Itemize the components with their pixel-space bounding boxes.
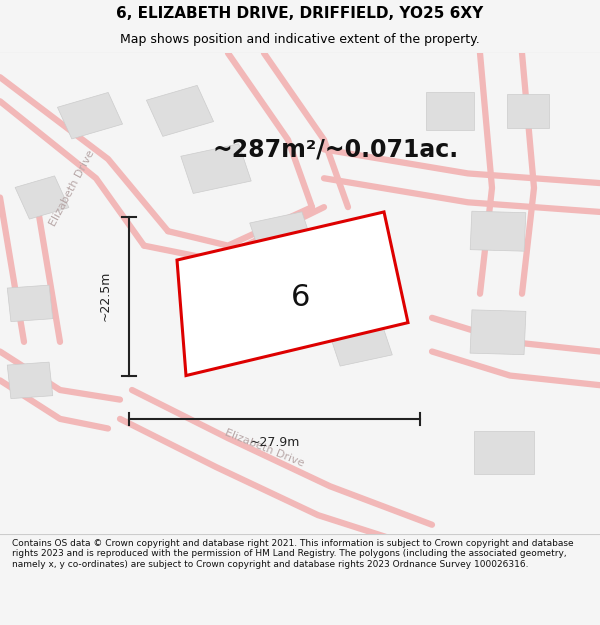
Text: Elizabeth Drive: Elizabeth Drive [223, 428, 305, 468]
Polygon shape [7, 362, 53, 399]
Polygon shape [181, 144, 251, 194]
Text: Contains OS data © Crown copyright and database right 2021. This information is : Contains OS data © Crown copyright and d… [12, 539, 574, 569]
Text: ~287m²/~0.071ac.: ~287m²/~0.071ac. [213, 138, 459, 161]
Polygon shape [250, 212, 314, 260]
Polygon shape [474, 431, 534, 474]
Text: ~27.9m: ~27.9m [250, 436, 299, 449]
Text: ~22.5m: ~22.5m [98, 271, 112, 321]
Text: Elizabeth Drive: Elizabeth Drive [48, 148, 96, 228]
Polygon shape [470, 211, 526, 251]
Polygon shape [470, 310, 526, 354]
Polygon shape [328, 318, 392, 366]
Polygon shape [7, 285, 53, 322]
Polygon shape [426, 92, 474, 130]
Polygon shape [58, 92, 122, 139]
Text: 6: 6 [291, 283, 310, 312]
Polygon shape [177, 212, 408, 376]
Polygon shape [507, 94, 549, 128]
Text: Map shows position and indicative extent of the property.: Map shows position and indicative extent… [120, 33, 480, 46]
Polygon shape [15, 176, 69, 219]
Text: 6, ELIZABETH DRIVE, DRIFFIELD, YO25 6XY: 6, ELIZABETH DRIVE, DRIFFIELD, YO25 6XY [116, 6, 484, 21]
Polygon shape [146, 86, 214, 136]
